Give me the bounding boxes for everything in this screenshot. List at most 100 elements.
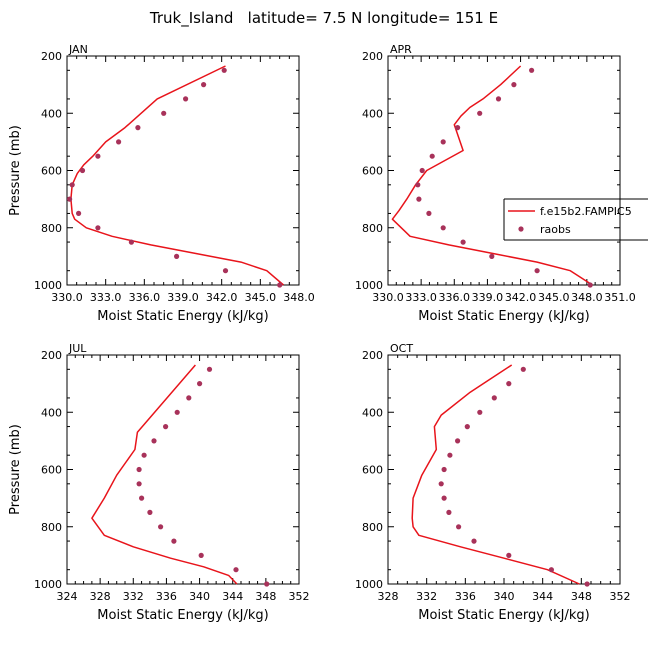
raob-point bbox=[447, 452, 453, 458]
x-axis-label: Moist Static Energy (kJ/kg) bbox=[97, 608, 268, 623]
x-tick-label: 330.0 bbox=[51, 291, 83, 304]
y-tick-label: 600 bbox=[41, 165, 62, 178]
raob-point bbox=[464, 424, 470, 430]
raob-point bbox=[438, 481, 444, 487]
raob-point bbox=[147, 509, 153, 515]
raob-point bbox=[79, 167, 86, 174]
raob-point bbox=[151, 438, 157, 444]
raob-point bbox=[277, 282, 283, 288]
legend: f.e15b2.FAMPIC5 raobs bbox=[503, 198, 648, 241]
x-tick-label: 336 bbox=[455, 590, 476, 603]
raob-point bbox=[198, 552, 204, 559]
y-tick-label: 1000 bbox=[34, 279, 62, 292]
figure-title: Truk_Island latitude= 7.5 N longitude= 1… bbox=[149, 9, 498, 28]
raob-point bbox=[201, 82, 207, 88]
raob-point bbox=[116, 139, 122, 145]
raob-point bbox=[506, 552, 512, 559]
raob-point bbox=[489, 253, 495, 259]
x-tick-label: 342.0 bbox=[206, 291, 238, 304]
raob-point bbox=[135, 125, 141, 131]
raob-point bbox=[455, 125, 461, 131]
raob-point bbox=[186, 395, 192, 401]
raob-point bbox=[222, 268, 229, 274]
x-tick-label: 339.0 bbox=[472, 291, 504, 304]
y-tick-label: 200 bbox=[41, 349, 62, 362]
raob-point bbox=[471, 538, 477, 544]
plot-frame bbox=[387, 354, 621, 585]
raob-point bbox=[183, 96, 189, 102]
y-tick-label: 400 bbox=[41, 406, 62, 419]
raob-point bbox=[415, 182, 421, 188]
raob-point bbox=[139, 495, 145, 501]
series-line-model bbox=[70, 65, 284, 286]
x-tick-label: 342.0 bbox=[505, 291, 537, 304]
x-tick-label: 332 bbox=[416, 590, 437, 603]
raob-point bbox=[163, 424, 169, 430]
panel-oct: 328 332 336 340 344 348 352 200 400 600 800 1000 OCT… bbox=[355, 342, 631, 623]
x-tick-label: 340 bbox=[189, 590, 210, 603]
panel-label: APR bbox=[390, 43, 412, 56]
raob-point bbox=[141, 452, 147, 458]
legend-label-raobs: raobs bbox=[540, 223, 571, 236]
raob-point bbox=[548, 567, 555, 573]
raob-point bbox=[67, 196, 73, 202]
raob-point bbox=[429, 153, 435, 159]
raob-point bbox=[511, 82, 517, 88]
raob-point bbox=[460, 239, 466, 245]
raob-point bbox=[206, 366, 213, 372]
x-tick-label: 332 bbox=[123, 590, 144, 603]
raob-point bbox=[161, 110, 167, 116]
raob-point bbox=[95, 225, 101, 231]
raob-point bbox=[136, 466, 142, 473]
x-tick-label: 336 bbox=[156, 590, 177, 603]
x-axis-label: Moist Static Energy (kJ/kg) bbox=[418, 309, 589, 324]
raob-point bbox=[584, 581, 590, 587]
y-tick-label: 200 bbox=[362, 349, 383, 362]
legend-label-model: f.e15b2.FAMPIC5 bbox=[540, 205, 632, 218]
raob-point bbox=[128, 239, 134, 245]
raob-point bbox=[416, 196, 422, 202]
raob-point bbox=[441, 495, 447, 501]
raob-point bbox=[419, 167, 425, 174]
x-tick-label: 333.0 bbox=[90, 291, 122, 304]
series-line-model bbox=[391, 65, 593, 286]
y-tick-label: 400 bbox=[362, 107, 383, 120]
x-axis-label: Moist Static Energy (kJ/kg) bbox=[97, 309, 268, 324]
raob-point bbox=[456, 524, 462, 530]
raob-point bbox=[69, 182, 75, 188]
y-tick-label: 800 bbox=[362, 222, 383, 235]
raob-point bbox=[440, 225, 446, 231]
y-tick-label: 600 bbox=[362, 464, 383, 477]
raob-point bbox=[95, 153, 101, 159]
y-axis-label: Pressure (mb) bbox=[8, 424, 23, 515]
raob-point bbox=[506, 381, 512, 387]
series-line-model bbox=[411, 364, 580, 585]
x-tick-label: 345.0 bbox=[245, 291, 277, 304]
x-tick-label: 339.0 bbox=[167, 291, 199, 304]
x-tick-label: 344 bbox=[532, 590, 553, 603]
raob-point bbox=[426, 210, 432, 216]
raob-point bbox=[520, 366, 526, 372]
raob-point bbox=[264, 581, 270, 587]
x-tick-label: 333.0 bbox=[405, 291, 437, 304]
panel-apr: 330.0 333.0 336.0 339.0 342.0 345.0 348.0 351.0… bbox=[355, 43, 636, 324]
x-tick-label: 340 bbox=[494, 590, 515, 603]
raob-point bbox=[136, 481, 142, 487]
x-tick-label: 348 bbox=[571, 590, 592, 603]
y-tick-label: 1000 bbox=[355, 279, 383, 292]
x-tick-label: 336.0 bbox=[129, 291, 161, 304]
y-tick-label: 800 bbox=[41, 521, 62, 534]
x-tick-label: 336.0 bbox=[439, 291, 471, 304]
raob-point bbox=[174, 409, 180, 415]
x-tick-label: 352 bbox=[289, 590, 310, 603]
y-tick-label: 800 bbox=[362, 521, 383, 534]
x-tick-label: 348.0 bbox=[571, 291, 603, 304]
x-tick-label: 344 bbox=[222, 590, 243, 603]
legend-dot-swatch bbox=[518, 226, 524, 232]
panel-jul: 324 328 332 336 340 344 348 352 200 400 600 800 1000… bbox=[8, 342, 310, 623]
raob-point bbox=[477, 409, 483, 415]
y-tick-label: 600 bbox=[41, 464, 62, 477]
x-tick-label: 328 bbox=[378, 590, 399, 603]
x-tick-label: 348 bbox=[255, 590, 276, 603]
